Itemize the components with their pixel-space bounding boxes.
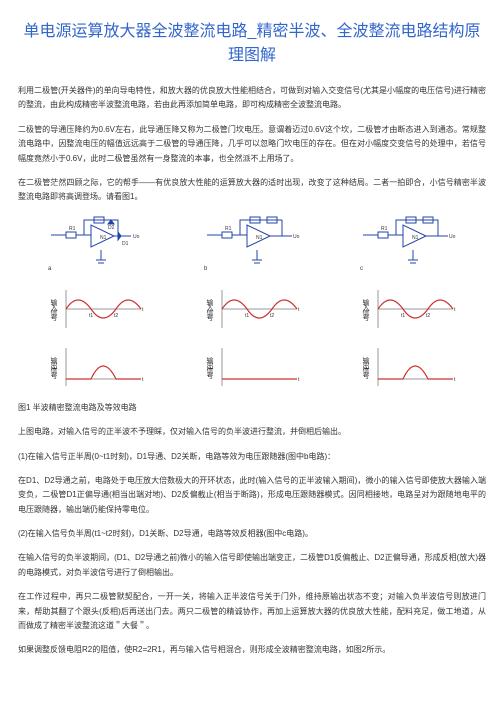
svg-text:t2: t2 [270, 313, 274, 319]
figure-1-output-waves: 输出信号 t 输出信号 t 输出信号 t [18, 343, 486, 391]
label-d2: D2 [108, 225, 115, 231]
output-wave-a: 输出信号 t [46, 343, 146, 391]
circuit-a: R1 R2 D2 D1 N1 Uo a [46, 215, 146, 275]
circuit-a-svg: R1 R2 D2 D1 N1 Uo a [46, 215, 146, 275]
paragraph-summary: 在工作过程中，再只二极管默契配合，一开一关，将输入正半波信号关于门外，维持原输出… [18, 590, 486, 633]
circuit-b-svg: R1 R2 R3 N1 Uo b [202, 215, 302, 275]
svg-text:Uo: Uo [293, 234, 300, 240]
page-title: 单电源运算放大器全波整流电路_精密半波、全波整流电路结构原理图解 [18, 20, 486, 68]
circuit-c: R1 R2 R3 N1 Uo c [358, 215, 458, 275]
figure-1-caption: 图1 半波精密整流电路及等效电路 [18, 401, 486, 415]
svg-text:Uo: Uo [449, 234, 456, 240]
paragraph-intro-2: 二极管的导通压降约为0.6V左右，此导通压降又称为二极管门坎电压。意谓着迈过0.… [18, 123, 486, 166]
label-b: b [204, 266, 208, 272]
svg-text:t: t [298, 377, 300, 383]
paragraph-fullwave: 如果调整反馈电阻R2的阻值，使R2=2R1，再与输入信号相混合，则形成全波精密整… [18, 643, 486, 657]
input-wave-a: 输入信号 t1 t2 t [46, 285, 146, 333]
svg-text:t: t [142, 307, 144, 313]
paragraph-step-1-detail: 在D1、D2导通之前，电路处于电压放大倍数极大的开环状态，此时(输入信号的正半波… [18, 474, 486, 517]
figure-1-input-waves: 输入信号 t1 t2 t 输入信号 t1 t2 t 输入信号 t1 t2 t [18, 285, 486, 333]
output-wave-label: 输出信号 [48, 357, 58, 377]
label-c: c [360, 266, 363, 272]
svg-text:N1: N1 [256, 235, 263, 241]
label-r1: R1 [69, 226, 76, 232]
svg-text:t1: t1 [401, 313, 405, 319]
paragraph-step-2-detail: 在输入信号的负半波期间，(D1、D2导通之前)微小的输入信号即使输出端变正，二极… [18, 551, 486, 580]
paragraph-step-1: (1)在输入信号正半周(0~t1时刻)，D1导通、D2关断，电路等效为电压跟随器… [18, 450, 486, 464]
label-n1: N1 [100, 235, 107, 241]
svg-text:R1: R1 [381, 226, 388, 232]
svg-text:t1: t1 [245, 313, 249, 319]
svg-text:R3: R3 [425, 215, 432, 217]
paragraph-intro-3: 在二极管茫然四顾之际，它的帮手——有优良放大性能的运算放大器的适时出现，改变了这… [18, 176, 486, 205]
svg-text:R3: R3 [269, 215, 276, 217]
svg-text:t2: t2 [114, 313, 118, 319]
label-d1: D1 [122, 241, 129, 247]
paragraph-step-2: (2)在输入信号负半周(t1~t2时刻)，D1关断、D2导通，电路等效反相器(图… [18, 527, 486, 541]
svg-text:R2: R2 [252, 215, 259, 217]
svg-text:t2: t2 [426, 313, 430, 319]
label-r2: R2 [96, 215, 103, 217]
circuit-c-svg: R1 R2 R3 N1 Uo c [358, 215, 458, 275]
figure-1-circuits: R1 R2 D2 D1 N1 Uo a R1 R2 [18, 215, 486, 275]
svg-text:t: t [298, 307, 300, 313]
output-wave-c: 输出信号 t [358, 343, 458, 391]
output-wave-b: 输出信号 t [202, 343, 302, 391]
paragraph-desc-1: 上图电路，对输入信号的正半波不予理睬，仅对输入信号的负半波进行整流，并倒相后输出… [18, 425, 486, 439]
input-wave-label: 输入信号 [48, 299, 58, 319]
input-wave-b: 输入信号 t1 t2 t [202, 285, 302, 333]
svg-text:t: t [454, 377, 456, 383]
svg-text:R2: R2 [408, 215, 415, 217]
svg-text:R1: R1 [225, 226, 232, 232]
svg-text:t: t [142, 377, 144, 383]
paragraph-intro-1: 利用二极管(开关器件)的单向导电特性，和放大器的优良放大性能相结合，可做到对输入… [18, 84, 486, 113]
circuit-b: R1 R2 R3 N1 Uo b [202, 215, 302, 275]
svg-text:N1: N1 [412, 235, 419, 241]
svg-text:t1: t1 [89, 313, 93, 319]
input-wave-c: 输入信号 t1 t2 t [358, 285, 458, 333]
label-a: a [48, 266, 52, 272]
svg-text:t: t [454, 307, 456, 313]
label-uo: Uo [133, 234, 140, 240]
